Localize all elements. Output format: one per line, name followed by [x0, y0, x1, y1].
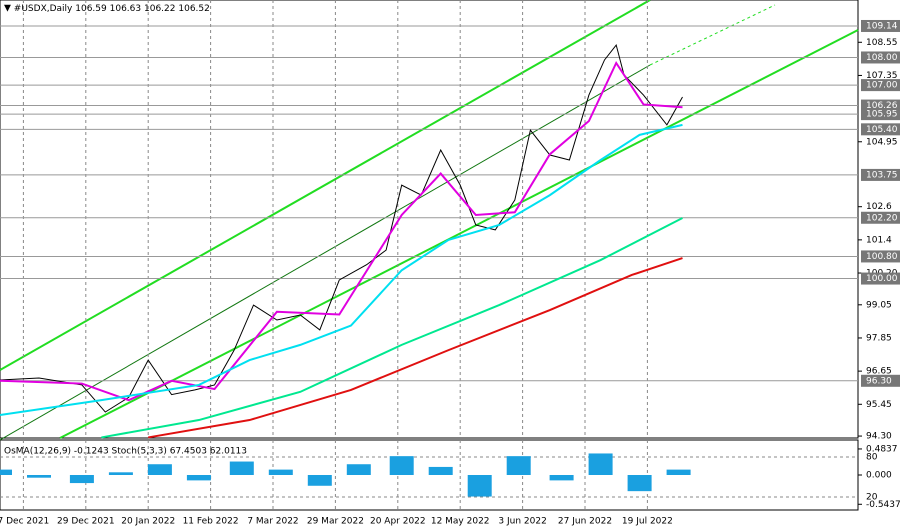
bar — [69, 475, 94, 484]
x-tick-label: 12 May 2022 — [431, 517, 490, 527]
level-label: 105.40 — [866, 125, 898, 135]
x-tick-label: 11 Feb 2022 — [183, 517, 239, 527]
level-box — [861, 51, 900, 64]
bar — [506, 456, 531, 475]
series-line — [0, 43, 683, 413]
open: 106.59 — [75, 4, 107, 14]
y-tick-label: 95.45 — [866, 400, 892, 410]
y-tick-label: 99.05 — [866, 300, 892, 310]
x-tick-label: 3 Jun 2022 — [498, 517, 546, 527]
level-label: 105.95 — [866, 110, 898, 120]
level-label: 109.14 — [866, 21, 898, 31]
channel-lower — [59, 29, 859, 439]
bar — [307, 475, 332, 486]
level-label: 107.00 — [866, 81, 898, 91]
y-tick-label: 97.85 — [866, 333, 892, 343]
bar — [229, 461, 254, 475]
symbol: #USDX,Daily — [14, 4, 73, 14]
x-tick-label: 19 Jul 2022 — [622, 517, 673, 527]
bar — [186, 475, 211, 481]
level-box — [861, 123, 900, 136]
level-box — [861, 108, 900, 121]
channel-upper — [0, 0, 651, 371]
x-tick-label: 7 Mar 2022 — [247, 517, 298, 527]
high: 106.63 — [110, 4, 142, 14]
level-box — [861, 19, 900, 32]
bar — [147, 464, 172, 475]
bar — [268, 469, 293, 475]
x-tick-label: 29 Mar 2022 — [307, 517, 364, 527]
y-tick-label: 0.000 — [866, 471, 892, 481]
bar — [588, 453, 613, 475]
level-label: 96.30 — [866, 376, 892, 386]
bar — [428, 466, 453, 475]
main-panel — [0, 0, 859, 439]
series-line — [0, 123, 683, 417]
level-label: 103.75 — [866, 170, 898, 180]
level-label: 100.80 — [866, 252, 898, 262]
y2-tick-label: 20 — [866, 493, 878, 503]
level-box — [861, 374, 900, 387]
x-tick-label: 20 Apr 2022 — [370, 517, 426, 527]
series-line — [0, 60, 683, 402]
level-label: 100.00 — [866, 274, 898, 284]
y-tick-label: 96.65 — [866, 367, 892, 377]
y-tick-label: 102.6 — [866, 202, 892, 212]
level-box — [861, 250, 900, 263]
level-label: 106.26 — [866, 101, 898, 111]
x-tick-label: 27 Jun 2022 — [558, 517, 612, 527]
level-label: 102.20 — [866, 213, 898, 223]
bar — [549, 475, 574, 481]
sub-title: OsMA(12,26,9) -0.1243 Stoch(5,3,3) 67.45… — [4, 447, 247, 457]
bar — [346, 464, 371, 475]
header: ▼ #USDX,Daily 106.59 106.63 106.22 106.5… — [4, 4, 210, 14]
y-tick-label: 0.4837 — [866, 444, 898, 454]
y-tick-label: 104.95 — [866, 137, 898, 147]
level-box — [861, 272, 900, 285]
channel-extension — [649, 4, 776, 66]
level-box — [861, 211, 900, 224]
y-tick-label: 94.30 — [866, 432, 892, 442]
y-tick-label: 107.35 — [866, 71, 898, 81]
x-tick-label: 20 Jan 2022 — [121, 517, 175, 527]
low: 106.22 — [144, 4, 176, 14]
x-tick-label: 29 Dec 2021 — [57, 517, 115, 527]
y-tick-label: 101.4 — [866, 235, 892, 245]
bar — [467, 475, 492, 497]
close: 106.52 — [178, 4, 210, 14]
bar — [27, 475, 51, 478]
series-line — [101, 217, 683, 439]
y-tick-label: -0.5437 — [866, 500, 900, 510]
channel-mid — [0, 64, 651, 441]
bar — [108, 472, 133, 475]
bar — [389, 456, 414, 475]
bar — [666, 469, 691, 475]
y-tick-label: 108.55 — [866, 38, 898, 48]
level-box — [861, 168, 900, 181]
series-line — [148, 257, 683, 439]
level-label: 108.00 — [866, 53, 898, 63]
y2-tick-label: 80 — [866, 453, 878, 463]
bar — [0, 469, 12, 475]
level-box — [861, 79, 900, 92]
x-tick-label: 7 Dec 2021 — [0, 517, 49, 527]
bar — [627, 475, 652, 492]
